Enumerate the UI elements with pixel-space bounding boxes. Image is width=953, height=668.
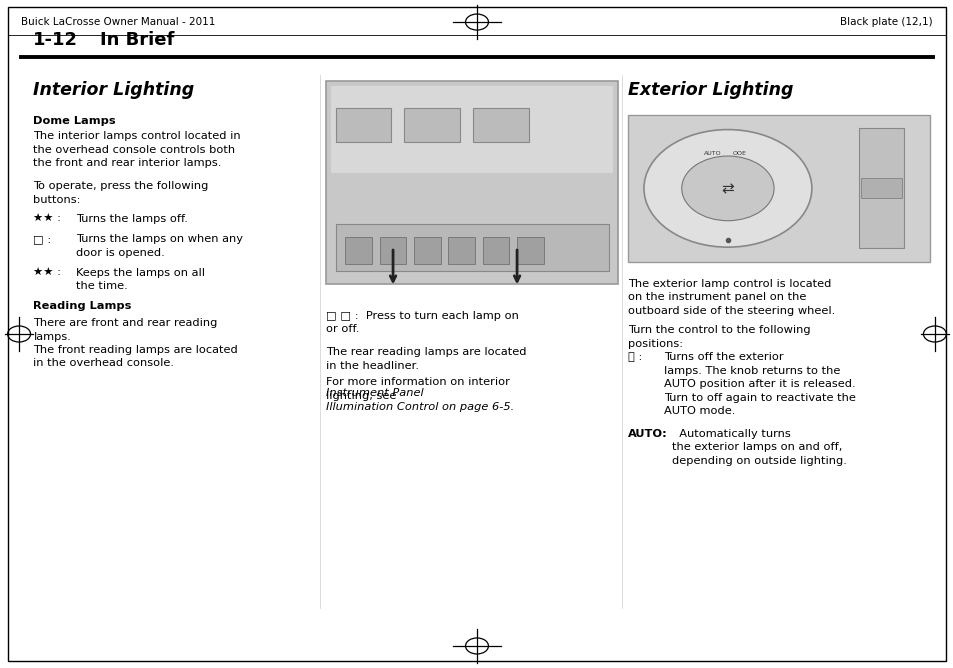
Text: There are front and rear reading
lamps.: There are front and rear reading lamps. xyxy=(33,318,217,341)
Bar xyxy=(335,108,391,142)
Text: The rear reading lamps are located
in the headliner.: The rear reading lamps are located in th… xyxy=(326,347,526,371)
Text: 1-12: 1-12 xyxy=(33,31,78,49)
Text: Turn the control to the following
positions:: Turn the control to the following positi… xyxy=(627,325,809,349)
Bar xyxy=(345,237,372,264)
Bar xyxy=(858,128,903,248)
Text: In Brief: In Brief xyxy=(100,31,174,49)
Bar xyxy=(627,115,929,262)
FancyBboxPatch shape xyxy=(326,81,618,284)
Text: Buick LaCrosse Owner Manual - 2011: Buick LaCrosse Owner Manual - 2011 xyxy=(21,17,215,27)
Text: The exterior lamp control is located
on the instrument panel on the
outboard sid: The exterior lamp control is located on … xyxy=(627,279,834,316)
Bar xyxy=(473,108,528,142)
Text: Dome Lamps: Dome Lamps xyxy=(33,116,116,126)
Text: ⇄: ⇄ xyxy=(720,181,734,196)
Text: Instrument Panel
Illumination Control on page 6-5.: Instrument Panel Illumination Control on… xyxy=(326,388,514,411)
Text: Turns off the exterior
lamps. The knob returns to the
AUTO position after it is : Turns off the exterior lamps. The knob r… xyxy=(663,352,855,416)
Text: The front reading lamps are located
in the overhead console.: The front reading lamps are located in t… xyxy=(33,345,238,368)
Bar xyxy=(414,237,440,264)
Text: OOE: OOE xyxy=(732,151,746,156)
Text: Reading Lamps: Reading Lamps xyxy=(33,301,132,311)
Text: Turns the lamps on when any
door is opened.: Turns the lamps on when any door is open… xyxy=(76,234,243,258)
Bar xyxy=(861,178,901,198)
Text: Exterior Lighting: Exterior Lighting xyxy=(627,81,792,100)
Bar xyxy=(331,86,613,172)
Text: Keeps the lamps on all
the time.: Keeps the lamps on all the time. xyxy=(76,268,205,291)
Text: ⏻ :: ⏻ : xyxy=(627,352,641,362)
Text: □ :: □ : xyxy=(33,234,51,244)
Bar xyxy=(335,224,608,271)
Text: To operate, press the following
buttons:: To operate, press the following buttons: xyxy=(33,181,209,204)
Text: For more information on interior
lighting, see: For more information on interior lightin… xyxy=(326,377,510,401)
Text: AUTO: AUTO xyxy=(703,151,720,156)
Bar xyxy=(404,108,459,142)
Text: ★★ :: ★★ : xyxy=(33,268,61,278)
Bar xyxy=(482,237,509,264)
Text: Interior Lighting: Interior Lighting xyxy=(33,81,194,100)
Bar xyxy=(448,237,475,264)
Circle shape xyxy=(643,130,811,247)
Bar xyxy=(379,237,406,264)
Circle shape xyxy=(681,156,773,220)
Text: Turns the lamps off.: Turns the lamps off. xyxy=(76,214,188,224)
Text: AUTO:: AUTO: xyxy=(627,429,667,439)
Text: ★★ :: ★★ : xyxy=(33,214,61,224)
Text: Black plate (12,1): Black plate (12,1) xyxy=(840,17,932,27)
Text: □ □ :  Press to turn each lamp on
or off.: □ □ : Press to turn each lamp on or off. xyxy=(326,311,518,334)
Text: Automatically turns
the exterior lamps on and off,
depending on outside lighting: Automatically turns the exterior lamps o… xyxy=(671,429,845,466)
Text: The interior lamps control located in
the overhead console controls both
the fro: The interior lamps control located in th… xyxy=(33,131,241,168)
Bar xyxy=(517,237,543,264)
